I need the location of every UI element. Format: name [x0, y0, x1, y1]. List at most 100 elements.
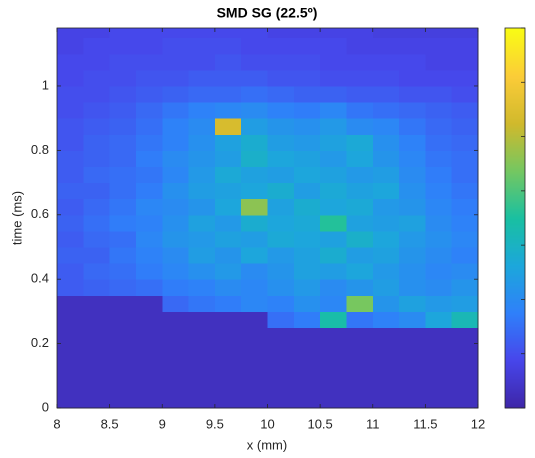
heatmap-cell [451, 69, 479, 87]
heatmap-cell [109, 85, 137, 103]
heatmap-cell [214, 182, 242, 200]
colorbar-swatch [505, 38, 525, 41]
heatmap-cell [372, 182, 400, 200]
heatmap-cell [267, 53, 295, 71]
heatmap-cell [293, 85, 321, 103]
heatmap-cell [241, 28, 268, 39]
heatmap-cell [346, 343, 374, 361]
heatmap-cell [372, 150, 400, 167]
colorbar-swatch [505, 48, 525, 51]
colorbar-swatch [505, 308, 525, 311]
heatmap-cell [451, 375, 479, 393]
heatmap-cell [346, 295, 374, 312]
colorbar-swatch [505, 82, 525, 85]
colorbar-swatch [505, 260, 525, 263]
colorbar-swatch [505, 312, 525, 315]
heatmap-cell [320, 198, 347, 216]
colorbar-swatch [505, 86, 525, 89]
heatmap-cell [320, 182, 347, 200]
colorbar-swatch [505, 400, 525, 403]
colorbar-swatch [505, 398, 525, 401]
heatmap-cell [214, 246, 242, 264]
heatmap-cell [109, 198, 137, 216]
colorbar-swatch [505, 256, 525, 259]
heatmap-cell [399, 230, 426, 248]
colorbar-swatch [505, 354, 525, 357]
heatmap-cell [267, 343, 295, 361]
heatmap-cell [57, 311, 84, 328]
heatmap-cell [267, 69, 295, 87]
heatmap-cell [372, 279, 400, 296]
heatmap-cell [109, 279, 137, 296]
heatmap-cell [346, 327, 374, 345]
heatmap-cell [293, 134, 321, 151]
x-tick-label: 10 [260, 416, 274, 431]
colorbar-swatch [505, 148, 525, 151]
heatmap-cell [425, 198, 453, 216]
heatmap-cell [451, 198, 479, 216]
colorbar-swatch [505, 376, 525, 379]
heatmap-cell [241, 343, 268, 361]
heatmap-cell [214, 166, 242, 184]
heatmap-cell [83, 375, 111, 393]
heatmap-cell [83, 343, 111, 361]
y-tick-label: 0 [42, 399, 49, 414]
heatmap-cell [451, 166, 479, 184]
heatmap-cell [135, 28, 163, 39]
heatmap-cell [267, 391, 295, 409]
heatmap-cell [109, 359, 137, 377]
heatmap-cell [241, 150, 268, 167]
heatmap-cell [214, 134, 242, 151]
colorbar-swatch [505, 268, 525, 271]
colorbar-swatch [505, 74, 525, 77]
heatmap-cell [320, 375, 347, 393]
x-tick-label: 8.5 [101, 416, 119, 431]
colorbar-swatch [505, 352, 525, 355]
colorbar-swatch [505, 356, 525, 359]
heatmap-cell [135, 375, 163, 393]
heatmap-cell [267, 279, 295, 296]
colorbar-swatch [505, 250, 525, 253]
heatmap-cell [399, 375, 426, 393]
heatmap-cell [214, 69, 242, 87]
heatmap-cell [425, 311, 453, 328]
heatmap-cell [320, 343, 347, 361]
heatmap-cell [188, 37, 216, 55]
heatmap-cell [57, 263, 84, 280]
heatmap-cell [162, 102, 190, 119]
heatmap-cell [267, 214, 295, 232]
heatmap-cell [188, 198, 216, 216]
colorbar-swatch [505, 80, 525, 83]
heatmap-cell [83, 182, 111, 200]
heatmap-cell [83, 230, 111, 248]
heatmap-cell [267, 311, 295, 328]
heatmap-cell [320, 359, 347, 377]
heatmap-cell [188, 359, 216, 377]
heatmap-cell [346, 28, 374, 39]
heatmap-cell [346, 279, 374, 296]
heatmap-cell [83, 118, 111, 135]
heatmap-cell [399, 343, 426, 361]
heatmap-cell [135, 69, 163, 87]
heatmap-cell [162, 343, 190, 361]
heatmap-cell [109, 118, 137, 135]
colorbar-swatch [505, 378, 525, 381]
heatmap-cell [214, 37, 242, 55]
colorbar-swatch [505, 338, 525, 341]
heatmap-cell [188, 118, 216, 135]
colorbar-swatch [505, 100, 525, 103]
colorbar-swatch [505, 242, 525, 245]
heatmap-cell [241, 53, 268, 71]
colorbar-swatch [505, 114, 525, 117]
y-tick-label: 1 [42, 77, 49, 92]
heatmap-cell [57, 37, 84, 55]
heatmap-cell [188, 214, 216, 232]
heatmap-cell [451, 28, 479, 39]
heatmap-cell [135, 246, 163, 264]
colorbar-swatch [505, 88, 525, 91]
colorbar-swatch [505, 230, 525, 233]
heatmap-cell [399, 263, 426, 280]
colorbar-swatch [505, 316, 525, 319]
